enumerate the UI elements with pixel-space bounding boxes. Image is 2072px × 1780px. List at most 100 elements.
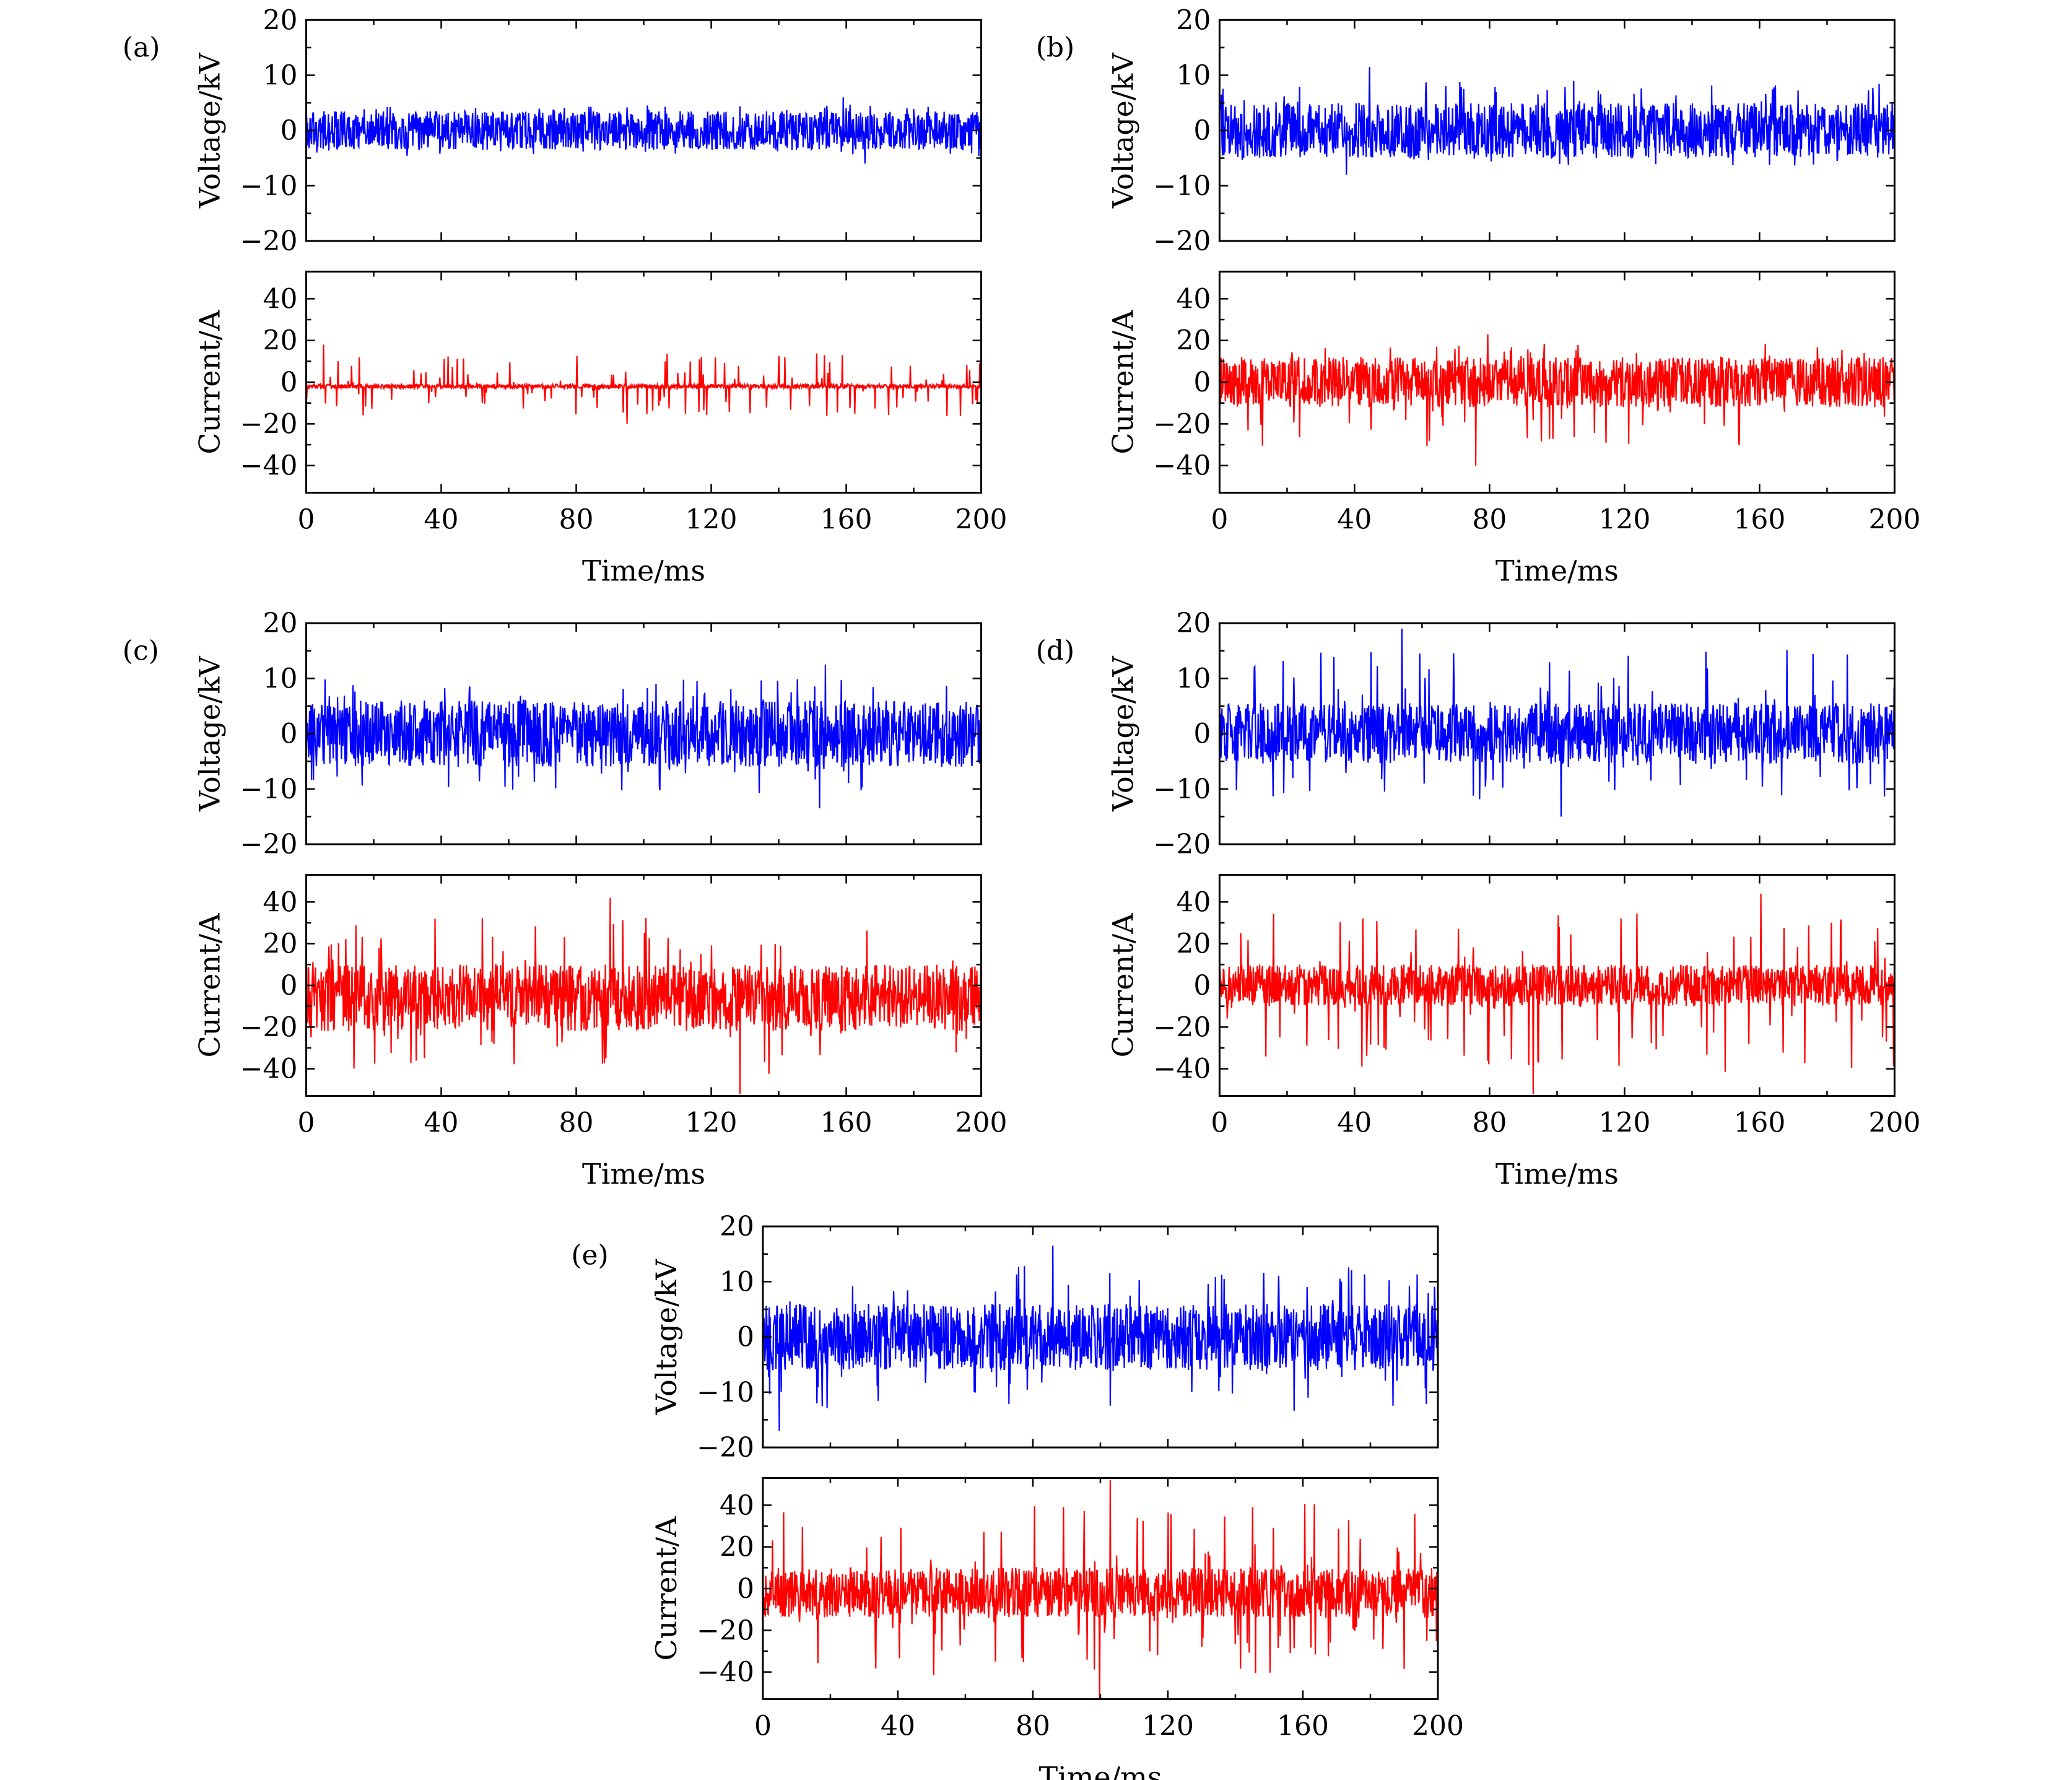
current-xtick-label: 80 [1472, 504, 1507, 536]
current-ytick-label: 20 [720, 1532, 754, 1563]
current-xtick-label: 160 [1733, 1107, 1785, 1138]
current-xtick-label: 120 [1142, 1710, 1194, 1742]
voltage-ytick-label: −20 [1154, 225, 1211, 257]
voltage-trace-group [1219, 629, 1895, 817]
current-ylabel: Current/A [193, 310, 227, 455]
current-ytick-label: 0 [1193, 970, 1211, 1001]
current-ylabel: Current/A [1106, 913, 1139, 1058]
voltage-trace-group [1219, 67, 1895, 175]
current-xtick-label: 80 [559, 504, 594, 536]
current-ytick-label: 40 [263, 283, 298, 315]
panel-label: (d) [1036, 635, 1075, 666]
current-ytick-label: 40 [1176, 283, 1211, 315]
current-ytick-label: 0 [281, 367, 298, 398]
voltage-trace-group [306, 97, 982, 164]
xlabel: Time/ms [582, 554, 705, 588]
voltage-trace-group [762, 1246, 1438, 1431]
xlabel: Time/ms [1495, 554, 1619, 588]
current-ylabel: Current/A [650, 1516, 683, 1661]
current-xtick-label: 40 [881, 1710, 915, 1742]
voltage-ytick-label: 0 [1193, 718, 1211, 750]
current-ytick-label: −20 [1154, 1011, 1211, 1043]
current-xtick-label: 200 [1868, 1107, 1920, 1138]
current-xtick-label: 160 [821, 1107, 873, 1138]
current-ytick-label: −40 [240, 450, 298, 482]
voltage-ytick-label: 10 [720, 1266, 754, 1298]
current-ytick-label: 0 [1193, 367, 1211, 398]
voltage-ylabel: Voltage/kV [650, 1259, 683, 1415]
current-trace-group [1219, 893, 1895, 1094]
voltage-ytick-label: −20 [240, 225, 298, 257]
xlabel: Time/ms [1038, 1760, 1162, 1780]
voltage-ytick-label: −20 [1154, 829, 1211, 860]
xlabel: Time/ms [582, 1157, 705, 1190]
xlabel: Time/ms [1495, 1157, 1619, 1190]
current-xtick-label: 80 [1016, 1710, 1050, 1742]
current-xtick-label: 120 [686, 1107, 738, 1138]
current-trace-group [306, 344, 982, 424]
current-ytick-label: −20 [1154, 408, 1211, 440]
current-ytick-label: −40 [1154, 450, 1211, 482]
current-trace [1219, 893, 1895, 1094]
current-xtick-label: 0 [298, 504, 315, 536]
current-xtick-label: 160 [821, 504, 873, 536]
current-ytick-label: 20 [263, 325, 298, 357]
voltage-ytick-label: 10 [263, 663, 298, 694]
voltage-ytick-label: 0 [281, 115, 298, 147]
current-trace [306, 344, 982, 424]
current-ytick-label: −20 [697, 1615, 754, 1646]
voltage-ytick-label: 20 [1176, 608, 1211, 639]
current-xtick-label: 200 [955, 504, 1008, 536]
voltage-ytick-label: 20 [263, 4, 298, 36]
current-trace-group [762, 1480, 1438, 1699]
current-xtick-label: 0 [1211, 504, 1228, 536]
current-ytick-label: 40 [263, 886, 298, 918]
current-ytick-label: 20 [263, 928, 298, 960]
current-ytick-label: −20 [240, 1011, 298, 1043]
voltage-ytick-label: 10 [1176, 663, 1211, 694]
panel-label: (e) [571, 1239, 608, 1271]
current-frame [305, 271, 983, 494]
current-xtick-label: 40 [424, 1107, 459, 1138]
voltage-ytick-label: −10 [240, 774, 298, 805]
current-ytick-label: 0 [737, 1573, 754, 1605]
voltage-ytick-label: 0 [1193, 115, 1211, 147]
current-trace [1219, 334, 1895, 466]
current-ytick-label: −20 [240, 408, 298, 440]
voltage-ylabel: Voltage/kV [1106, 656, 1139, 812]
current-xtick-label: 0 [298, 1107, 315, 1138]
voltage-ytick-label: −10 [1154, 774, 1211, 805]
current-ytick-label: 0 [281, 970, 298, 1001]
voltage-ylabel: Voltage/kV [193, 53, 227, 209]
voltage-trace [1219, 629, 1895, 817]
current-xtick-label: 200 [1868, 504, 1920, 536]
current-ytick-label: 40 [1176, 886, 1211, 918]
voltage-ytick-label: 0 [281, 718, 298, 750]
voltage-trace [1219, 67, 1895, 175]
current-ytick-label: −40 [1154, 1054, 1211, 1085]
voltage-trace [306, 97, 982, 164]
voltage-ytick-label: 0 [737, 1322, 754, 1353]
current-xtick-label: 80 [559, 1107, 594, 1138]
panel-label: (b) [1036, 32, 1075, 63]
voltage-ylabel: Voltage/kV [193, 656, 227, 812]
current-trace-group [306, 897, 982, 1094]
current-trace [306, 897, 982, 1094]
current-ytick-label: −40 [240, 1054, 298, 1085]
current-ytick-label: −40 [697, 1657, 754, 1688]
current-xtick-label: 120 [1598, 1107, 1650, 1138]
current-xtick-label: 120 [1598, 504, 1650, 536]
current-xtick-label: 40 [424, 504, 459, 536]
voltage-ytick-label: 10 [263, 59, 298, 91]
voltage-ytick-label: −10 [240, 170, 298, 202]
current-xtick-label: 0 [1211, 1107, 1228, 1138]
current-xtick-label: 160 [1733, 504, 1785, 536]
voltage-ytick-label: 20 [1176, 4, 1211, 36]
voltage-trace [306, 665, 982, 809]
current-ytick-label: 20 [1176, 325, 1211, 357]
